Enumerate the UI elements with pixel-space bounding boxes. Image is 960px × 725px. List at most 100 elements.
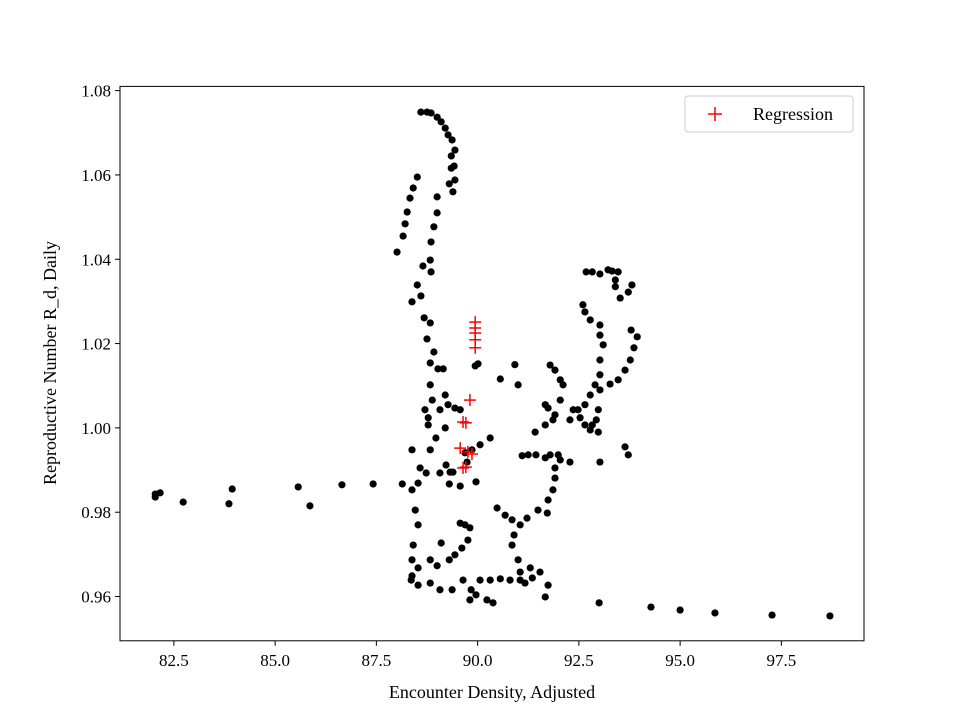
data-point <box>441 424 449 432</box>
data-point <box>414 479 422 487</box>
data-point <box>541 421 549 429</box>
data-point <box>427 109 435 117</box>
x-tick-label: 92.5 <box>564 651 594 670</box>
data-point <box>526 564 534 572</box>
data-point <box>408 556 416 564</box>
data-point <box>595 599 603 607</box>
data-point <box>489 599 497 607</box>
data-point <box>532 451 540 459</box>
data-point <box>409 184 417 192</box>
data-point <box>408 298 416 306</box>
data-point <box>420 314 428 322</box>
data-point <box>456 482 464 490</box>
data-point <box>531 428 539 436</box>
legend-box <box>684 95 854 133</box>
data-point <box>611 283 619 291</box>
y-tick-label: 1.04 <box>81 250 111 269</box>
regression-point <box>457 461 470 474</box>
data-point <box>451 146 459 154</box>
x-tick-label: 82.5 <box>159 651 189 670</box>
data-point <box>581 421 589 429</box>
data-point <box>306 502 314 510</box>
data-point <box>426 359 434 367</box>
data-point <box>449 468 457 476</box>
y-tick-label: 1.06 <box>81 166 111 185</box>
data-point <box>459 576 467 584</box>
data-point <box>586 316 594 324</box>
data-point <box>647 603 655 611</box>
data-point <box>449 188 457 196</box>
x-tick-label: 85.0 <box>260 651 290 670</box>
data-point <box>445 180 453 188</box>
data-point <box>426 556 434 564</box>
data-point <box>439 365 447 373</box>
data-point <box>409 541 417 549</box>
regression-point <box>465 448 478 461</box>
y-tick-label: 1.08 <box>81 82 111 101</box>
data-point <box>445 556 453 564</box>
data-point <box>630 344 638 352</box>
data-point <box>551 474 559 482</box>
data-point <box>426 381 434 389</box>
data-point <box>445 480 453 488</box>
data-point <box>528 574 536 582</box>
data-point <box>551 411 559 419</box>
data-point <box>437 539 445 547</box>
data-point <box>393 248 401 256</box>
data-point <box>581 308 589 316</box>
data-point <box>156 489 164 497</box>
data-point <box>596 331 604 339</box>
data-point <box>444 401 452 409</box>
data-point <box>581 401 589 409</box>
data-point <box>451 551 459 559</box>
data-point <box>596 356 604 364</box>
data-point <box>428 396 436 404</box>
data-point <box>633 333 641 341</box>
data-point <box>508 516 516 524</box>
data-point <box>413 281 421 289</box>
data-point <box>594 428 602 436</box>
regression-point <box>459 416 472 429</box>
data-point <box>579 301 587 309</box>
data-point <box>621 366 629 374</box>
data-point <box>436 469 444 477</box>
regression-point <box>457 415 470 428</box>
data-point <box>541 593 549 601</box>
legend: Regression <box>684 95 854 133</box>
data-point <box>447 152 455 160</box>
regression-point <box>463 394 476 407</box>
data-point <box>408 486 416 494</box>
regression-point <box>459 461 472 474</box>
data-point <box>614 376 622 384</box>
data-point <box>506 576 514 584</box>
data-point <box>433 193 441 201</box>
y-tick-label: 0.98 <box>81 503 111 522</box>
data-point <box>338 481 346 489</box>
data-point <box>464 536 472 544</box>
data-point <box>456 406 464 414</box>
y-tick-label: 1.00 <box>81 419 111 438</box>
plot-marks <box>151 108 834 620</box>
data-point <box>566 416 574 424</box>
data-point <box>417 108 425 116</box>
data-point <box>426 579 434 587</box>
data-point <box>466 596 474 604</box>
data-point <box>433 113 441 121</box>
data-point <box>546 451 554 459</box>
x-tick-label: 95.0 <box>665 651 695 670</box>
data-point <box>576 414 584 422</box>
data-point <box>586 391 594 399</box>
data-point <box>427 238 435 246</box>
data-point <box>596 321 604 329</box>
data-point <box>411 506 419 514</box>
regression-point <box>454 442 467 455</box>
data-point <box>414 521 422 529</box>
data-point <box>556 376 564 384</box>
y-axis-label: Reproductive Number R_d, Daily <box>40 241 60 485</box>
data-point <box>711 609 719 617</box>
data-point <box>556 396 564 404</box>
data-point <box>463 458 471 466</box>
data-point <box>472 478 480 486</box>
data-point <box>486 434 494 442</box>
data-point <box>614 268 622 276</box>
